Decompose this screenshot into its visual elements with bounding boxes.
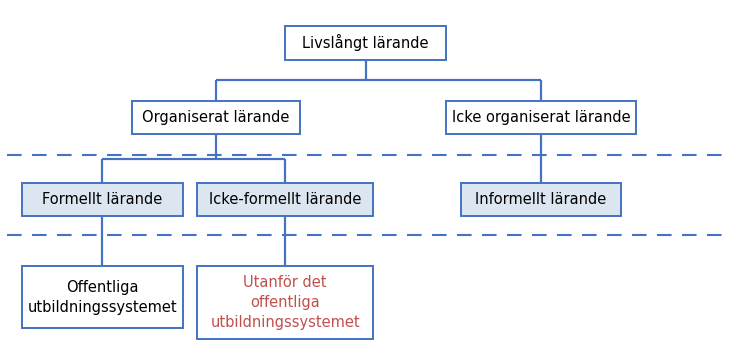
FancyBboxPatch shape [285, 26, 446, 59]
Text: Formellt lärande: Formellt lärande [42, 192, 162, 207]
Text: Icke-formellt lärande: Icke-formellt lärande [209, 192, 361, 207]
FancyBboxPatch shape [461, 183, 621, 216]
FancyBboxPatch shape [132, 100, 300, 134]
Text: Organiserat lärande: Organiserat lärande [142, 110, 289, 125]
FancyBboxPatch shape [197, 266, 373, 339]
FancyBboxPatch shape [22, 183, 183, 216]
Text: Utanför det
offentliga
utbildningssystemet: Utanför det offentliga utbildningssystem… [211, 275, 360, 330]
Text: Offentliga
utbildningssystemet: Offentliga utbildningssystemet [28, 280, 177, 315]
Text: Livslångt lärande: Livslångt lärande [302, 34, 429, 51]
FancyBboxPatch shape [446, 100, 636, 134]
Text: Icke organiserat lärande: Icke organiserat lärande [452, 110, 630, 125]
FancyBboxPatch shape [197, 183, 373, 216]
FancyBboxPatch shape [22, 266, 183, 328]
Text: Informellt lärande: Informellt lärande [475, 192, 607, 207]
